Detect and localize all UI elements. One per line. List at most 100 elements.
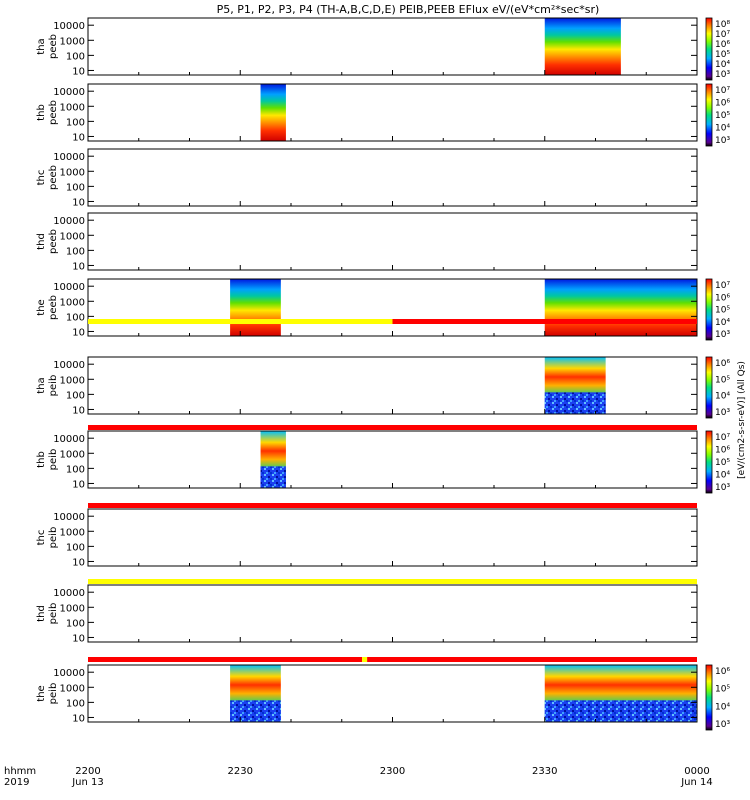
y-tick-label: 1000	[60, 167, 85, 178]
y-tick-label: 10	[72, 557, 85, 568]
y-tick-label: 1000	[60, 36, 85, 47]
panel-the-peeb: 10000 1000 100 10 the peeb	[36, 278, 698, 338]
colorbar: 10⁷ 10⁶ 10⁵ 10⁴ 10³	[705, 278, 730, 341]
y-tick-label: 100	[66, 390, 85, 401]
panel-probe-label: the	[36, 299, 47, 315]
colorbar-tick-label: 10³	[715, 330, 730, 340]
panel-probe-label: the	[36, 685, 47, 701]
y-tick-label: 1000	[60, 231, 85, 242]
panel-frame	[87, 508, 698, 567]
panel-product-label: peib	[48, 603, 59, 625]
colorbar-tick-label: 10⁶	[715, 40, 730, 50]
colorbar-tick-label: 10⁶	[715, 99, 730, 109]
panel-product-label: peib	[48, 375, 59, 397]
panel-thb-peib: 10000 1000 100 10 thb peib	[36, 430, 698, 490]
y-tick-label: 10	[72, 327, 85, 338]
colorbar-tick-label: 10⁷	[715, 433, 730, 443]
mode-bar-segment	[362, 657, 368, 662]
y-tick-label: 1000	[60, 297, 85, 308]
colorbar-scale	[705, 17, 713, 81]
y-tick-label: 1000	[60, 375, 85, 386]
colorbar-tick-label: 10⁴	[715, 60, 730, 70]
figure-title: P5, P1, P2, P3, P4 (TH-A,B,C,D,E) PEIB,P…	[217, 3, 600, 16]
spectrogram-block	[260, 84, 286, 141]
x-row-label-1: hhmm	[4, 766, 36, 777]
y-tick-label: 1000	[60, 603, 85, 614]
y-tick-label: 10000	[53, 360, 85, 371]
x-row-label-2: 2019	[4, 777, 29, 788]
colorbar-scale	[705, 83, 713, 147]
y-tick-label: 10000	[53, 21, 85, 32]
panel-product-label: peeb	[48, 34, 59, 59]
mode-bar-segment	[88, 657, 363, 662]
y-tick-label: 100	[66, 464, 85, 475]
colorbar-scale	[705, 430, 713, 494]
spectrogram-noise	[544, 392, 606, 414]
colorbar-label: [eV/(cm2-s-sr-eV)] (All Qs)	[737, 361, 747, 479]
colorbar-tick-label: 10⁶	[715, 293, 730, 303]
colorbar-scale	[705, 664, 713, 731]
y-tick-label: 100	[66, 312, 85, 323]
panel-tha-peib: 10000 1000 100 10 tha peib	[36, 356, 698, 416]
y-tick-label: 10	[72, 405, 85, 416]
panel-product-label: peeb	[48, 295, 59, 320]
panel-product-label: peeb	[48, 100, 59, 125]
y-tick-label: 10	[72, 261, 85, 272]
panel-probe-label: thb	[36, 451, 47, 468]
y-tick-label: 100	[66, 618, 85, 629]
y-tick-label: 10	[72, 479, 85, 490]
y-tick-label: 100	[66, 182, 85, 193]
colorbar-tick-label: 10⁶	[715, 359, 730, 369]
panel-product-label: peib	[48, 449, 59, 471]
y-tick-label: 10	[72, 197, 85, 208]
y-tick-label: 10000	[53, 588, 85, 599]
panel-thc-peib: 10000 1000 100 10 thc peib	[36, 508, 698, 568]
panel-thd-peib: 10000 1000 100 10 thd peib	[36, 584, 698, 644]
colorbar-tick-label: 10⁵	[715, 458, 730, 468]
colorbar-tick-label: 10⁶	[715, 667, 730, 677]
x-tick-time: 2200	[75, 766, 100, 777]
y-tick-label: 10000	[53, 282, 85, 293]
y-tick-label: 10	[72, 132, 85, 143]
panel-tha-peeb: 10000 1000 100 10 tha peeb	[36, 17, 698, 77]
y-tick-label: 1000	[60, 683, 85, 694]
x-tick-date: Jun 13	[71, 777, 104, 788]
colorbar-tick-label: 10⁵	[715, 375, 730, 385]
colorbar-tick-label: 10⁴	[715, 124, 730, 134]
colorbar: 10⁷ 10⁶ 10⁵ 10⁴ 10³	[705, 430, 730, 494]
panel-the-peib: 10000 1000 100 10 the peib	[36, 664, 698, 724]
x-tick-time: 2300	[380, 766, 405, 777]
colorbar: 10⁶ 10⁵ 10⁴ 10³	[705, 664, 730, 731]
panel-product-label: peib	[48, 527, 59, 549]
y-tick-label: 100	[66, 51, 85, 62]
mode-bar	[88, 579, 697, 584]
y-tick-label: 10000	[53, 87, 85, 98]
panel-probe-label: tha	[36, 377, 47, 393]
panel-probe-label: thc	[36, 170, 47, 186]
colorbar-tick-label: 10⁴	[715, 702, 730, 712]
mode-bar-segment	[367, 657, 697, 662]
colorbar-tick-label: 10³	[715, 70, 730, 80]
y-tick-label: 100	[66, 698, 85, 709]
mode-bar	[88, 319, 697, 324]
panel-frame	[87, 212, 698, 271]
colorbar-tick-label: 10⁵	[715, 685, 730, 695]
colorbar-tick-label: 10⁵	[715, 50, 730, 60]
y-tick-label: 1000	[60, 527, 85, 538]
mode-bar	[88, 503, 697, 508]
x-tick-time: 2330	[532, 766, 557, 777]
spectrogram-noise	[260, 466, 286, 488]
mode-bar-segment	[392, 319, 697, 324]
panel-frame	[87, 584, 698, 643]
spectrogram-block	[230, 279, 281, 336]
colorbars: 10⁸10⁷10⁶10⁵10⁴10³10⁷10⁶10⁵10⁴10³10⁷10⁶1…	[705, 17, 747, 731]
y-tick-label: 100	[66, 246, 85, 257]
spectrogram-block	[544, 279, 697, 336]
colorbar-tick-label: 10⁸	[715, 20, 730, 30]
colorbar-tick-label: 10⁷	[715, 30, 730, 40]
